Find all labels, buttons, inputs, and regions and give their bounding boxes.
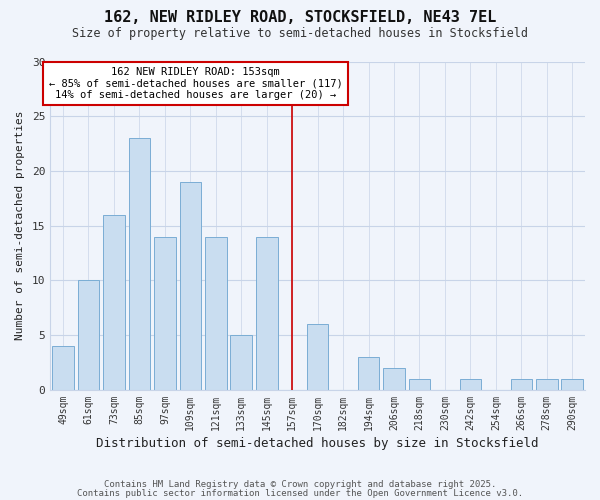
X-axis label: Distribution of semi-detached houses by size in Stocksfield: Distribution of semi-detached houses by … <box>97 437 539 450</box>
Text: 162 NEW RIDLEY ROAD: 153sqm
← 85% of semi-detached houses are smaller (117)
14% : 162 NEW RIDLEY ROAD: 153sqm ← 85% of sem… <box>49 67 343 100</box>
Bar <box>52 346 74 390</box>
Bar <box>230 335 252 390</box>
Text: Size of property relative to semi-detached houses in Stocksfield: Size of property relative to semi-detach… <box>72 28 528 40</box>
Bar <box>358 357 379 390</box>
Bar <box>460 379 481 390</box>
Bar <box>77 280 100 390</box>
Bar <box>307 324 328 390</box>
Bar <box>562 379 583 390</box>
Bar <box>103 215 125 390</box>
Bar <box>205 236 227 390</box>
Bar <box>511 379 532 390</box>
Bar <box>154 236 176 390</box>
Bar <box>409 379 430 390</box>
Bar <box>536 379 557 390</box>
Bar <box>128 138 150 390</box>
Bar <box>383 368 405 390</box>
Bar <box>179 182 201 390</box>
Text: 162, NEW RIDLEY ROAD, STOCKSFIELD, NE43 7EL: 162, NEW RIDLEY ROAD, STOCKSFIELD, NE43 … <box>104 10 496 25</box>
Text: Contains HM Land Registry data © Crown copyright and database right 2025.: Contains HM Land Registry data © Crown c… <box>104 480 496 489</box>
Y-axis label: Number of semi-detached properties: Number of semi-detached properties <box>15 111 25 340</box>
Bar <box>256 236 278 390</box>
Text: Contains public sector information licensed under the Open Government Licence v3: Contains public sector information licen… <box>77 488 523 498</box>
